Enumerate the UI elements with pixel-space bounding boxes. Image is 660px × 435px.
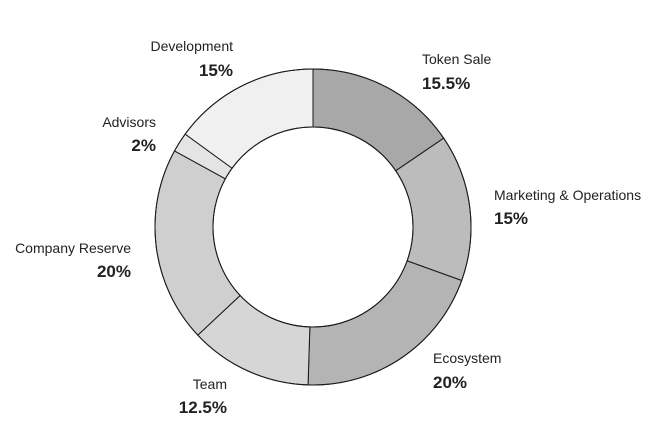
slice-name-advisors: Advisors	[102, 114, 156, 130]
slice-name-company-reserve: Company Reserve	[15, 240, 131, 256]
slice-name-development: Development	[151, 38, 234, 54]
slice-name-token-sale: Token Sale	[422, 51, 491, 67]
slice-value-ecosystem: 20%	[433, 373, 467, 392]
slice-label-ecosystem: Ecosystem 20%	[433, 350, 501, 392]
slice-label-company-reserve: Company Reserve 20%	[15, 240, 131, 281]
slice-value-team: 12.5%	[179, 398, 227, 417]
slice-value-development: 15%	[199, 61, 233, 80]
slice-label-team: Team 12.5%	[179, 376, 227, 417]
slice-value-token-sale: 15.5%	[422, 74, 470, 93]
donut-outer-ring	[154, 68, 472, 386]
slice-label-marketing-operations: Marketing & Operations 15%	[494, 187, 641, 228]
slice-value-marketing-operations: 15%	[494, 209, 528, 228]
slice-label-token-sale: Token Sale 15.5%	[422, 51, 491, 93]
slice-name-marketing-operations: Marketing & Operations	[494, 187, 641, 203]
slice-company-reserve	[154, 150, 241, 336]
slice-value-advisors: 2%	[131, 136, 156, 155]
slice-value-company-reserve: 20%	[97, 262, 131, 281]
slice-name-ecosystem: Ecosystem	[433, 350, 501, 366]
donut-inner-ring	[212, 126, 414, 328]
slice-label-development: Development 15%	[151, 38, 234, 80]
slice-name-team: Team	[193, 376, 227, 392]
donut-slices	[154, 68, 472, 386]
slice-label-advisors: Advisors 2%	[102, 114, 156, 155]
